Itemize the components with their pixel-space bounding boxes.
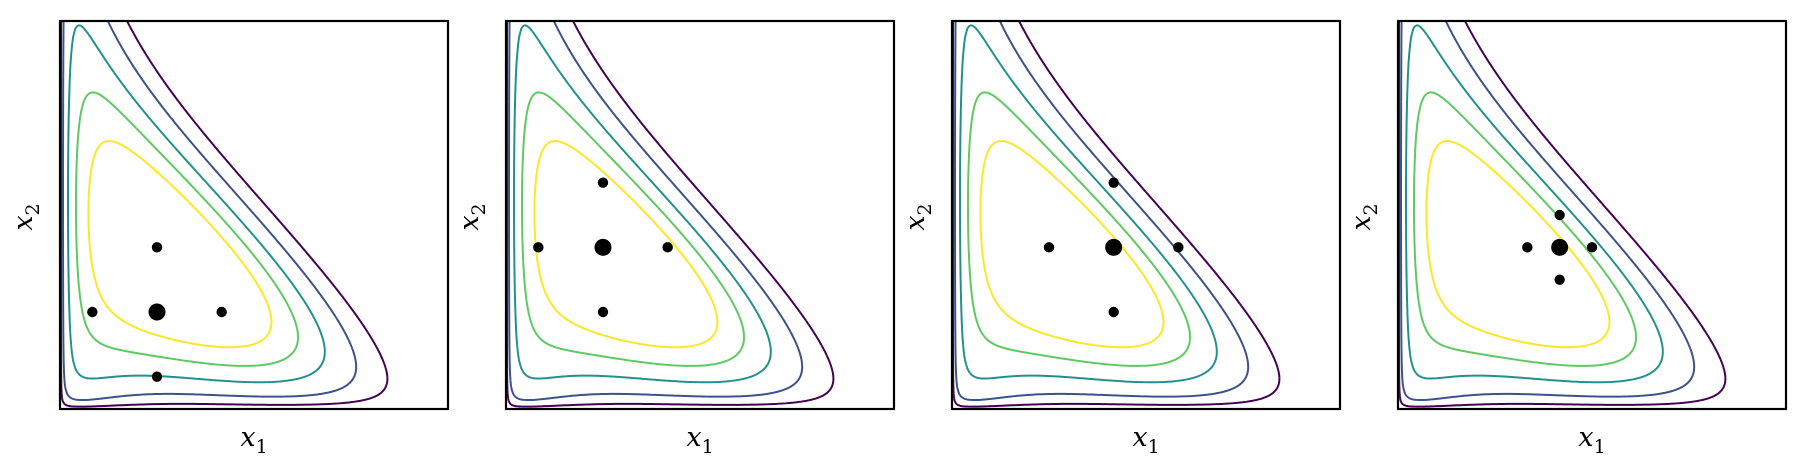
x-axis-label: x1	[1578, 422, 1605, 458]
panel-2: x1 x2	[454, 19, 896, 458]
contour-level-4	[74, 91, 300, 367]
center-point	[594, 238, 612, 256]
contour-level-1	[952, 21, 1281, 408]
contour-level-4	[1412, 91, 1638, 367]
plot-frame	[58, 19, 450, 411]
center-point	[148, 303, 166, 321]
data-point-2	[533, 242, 544, 253]
data-point-2	[1522, 242, 1533, 253]
contour-level-3	[1405, 24, 1664, 384]
contour-level-5	[533, 139, 719, 349]
contour-level-3	[959, 24, 1218, 384]
contour-level-2	[1400, 21, 1696, 402]
center-point	[1551, 238, 1569, 256]
data-point-2	[1043, 242, 1055, 253]
contour-level-2	[508, 21, 804, 402]
contour-level-2	[954, 21, 1250, 402]
data-point-1	[1108, 177, 1119, 188]
plot-frame	[504, 19, 896, 411]
contour-lines	[60, 21, 389, 408]
x-axis-label: x1	[240, 422, 267, 458]
data-point-4	[597, 306, 609, 318]
contour-level-1	[60, 21, 389, 408]
data-point-4	[1554, 274, 1565, 285]
contour-lines	[952, 21, 1281, 408]
x-axis-label: x1	[686, 422, 713, 458]
contour-level-2	[62, 21, 358, 402]
y-axis-label: x2	[8, 203, 44, 230]
contour-level-5	[979, 139, 1165, 349]
plot-frame	[950, 19, 1342, 411]
data-point-2	[87, 306, 98, 318]
x-axis-label: x1	[1132, 422, 1159, 458]
y-axis-label: x2	[454, 203, 490, 230]
contour-lines	[506, 21, 835, 408]
data-point-1	[151, 242, 163, 253]
contour-level-1	[506, 21, 835, 408]
y-axis-label: x2	[900, 203, 936, 230]
contour-level-3	[67, 24, 326, 384]
data-point-4	[151, 371, 163, 382]
data-point-4	[1108, 306, 1119, 318]
contour-level-3	[513, 24, 772, 384]
contour-level-5	[1425, 139, 1611, 349]
panel-3: x1 x2	[900, 19, 1342, 458]
panel-1: x1 x2	[8, 19, 450, 458]
contour-level-4	[966, 91, 1192, 367]
center-point	[1105, 238, 1123, 256]
data-point-1	[1554, 209, 1565, 221]
contour-level-5	[87, 139, 273, 349]
plot-frame	[1396, 19, 1788, 411]
y-axis-label: x2	[1346, 203, 1382, 230]
data-point-3	[216, 306, 227, 318]
data-point-1	[597, 177, 609, 188]
contour-level-4	[520, 91, 746, 367]
data-point-3	[1173, 242, 1184, 253]
data-point-3	[1586, 242, 1598, 253]
panel-4: x1 x2	[1346, 19, 1788, 458]
data-point-3	[662, 242, 673, 253]
